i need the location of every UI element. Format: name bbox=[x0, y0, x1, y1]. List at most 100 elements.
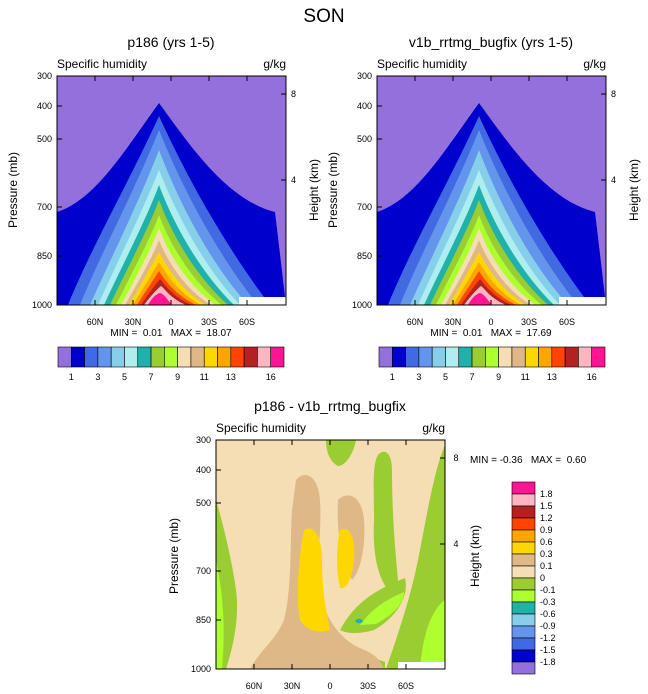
panel-c-missing-region bbox=[398, 662, 445, 669]
panel-a-contours bbox=[57, 76, 286, 305]
colorbar-swatch bbox=[97, 346, 112, 368]
panel-c-neg-patch-top-right bbox=[373, 451, 400, 600]
colorbar-swatch bbox=[84, 346, 99, 368]
colorbar-swatch bbox=[591, 346, 606, 368]
colorbar-swatch bbox=[511, 637, 536, 651]
panel-b-xtick-60n: 60N bbox=[407, 317, 424, 327]
colorbar-label: 3 bbox=[416, 372, 421, 382]
panel-a-ylabel: Pressure (mb) bbox=[6, 152, 20, 228]
colorbar-swatch bbox=[578, 346, 593, 368]
panel-c-ytick-300: 300 bbox=[196, 435, 211, 445]
colorbar-label: 1.8 bbox=[540, 489, 553, 499]
colorbar-label: 1 bbox=[69, 372, 74, 382]
panel-a-ytick-850: 850 bbox=[37, 251, 52, 261]
colorbar-swatch bbox=[270, 346, 285, 368]
colorbar-swatch bbox=[511, 625, 536, 639]
panel-a-variable-label: Specific humidity bbox=[57, 57, 147, 71]
colorbar-swatch bbox=[511, 661, 536, 675]
panel-a-xtick-30n: 30N bbox=[125, 317, 142, 327]
panel-c-ytick-850: 850 bbox=[196, 615, 211, 625]
colorbar-swatch bbox=[57, 346, 72, 368]
panel-c-neg-patch-top bbox=[326, 440, 356, 466]
panel-c-neg-band-right bbox=[386, 445, 445, 669]
colorbar-swatch bbox=[137, 346, 152, 368]
panel-a-colorbar: 1 3 5 7 9 11 13 16 bbox=[57, 346, 285, 382]
colorbar-label: 13 bbox=[226, 372, 236, 382]
panel-b-xtick-60s: 60S bbox=[559, 317, 575, 327]
colorbar-swatch bbox=[217, 346, 232, 368]
panel-c-height-tick-4: 4 bbox=[453, 539, 458, 549]
panel-a-xtick-0: 0 bbox=[168, 317, 173, 327]
panel-c-xtick-0: 0 bbox=[327, 681, 332, 691]
panel-b-ylabel: Pressure (mb) bbox=[326, 152, 340, 228]
panel-a-ytick-500: 500 bbox=[37, 134, 52, 144]
colorbar-swatch bbox=[511, 649, 536, 663]
colorbar-swatch bbox=[418, 346, 433, 368]
colorbar-label: 16 bbox=[587, 372, 597, 382]
colorbar-swatch bbox=[511, 346, 526, 368]
colorbar-swatch bbox=[511, 553, 536, 567]
panel-c-colorbar: 1.8 1.5 1.2 0.9 0.6 0.3 0.1 0 -0.1 -0.3 -0.6 -0.9 -1… bbox=[511, 481, 556, 675]
colorbar-label: 9 bbox=[496, 372, 501, 382]
colorbar-swatch bbox=[511, 589, 536, 603]
colorbar-label: -1.5 bbox=[540, 645, 556, 655]
panel-c-ytick-700: 700 bbox=[196, 566, 211, 576]
panel-b-contours bbox=[377, 76, 606, 305]
panel-c: p186 - v1b_rrtmg_bugfix Specific humidit… bbox=[167, 398, 587, 691]
colorbar-label: 0 bbox=[540, 573, 545, 583]
panel-c-neg-spot-blue bbox=[355, 618, 363, 624]
panel-c-stats: MIN = -0.36 MAX = 0.60 bbox=[470, 455, 587, 466]
panel-b-xtick-30s: 30S bbox=[521, 317, 537, 327]
panel-b: v1b_rrtmg_bugfix (yrs 1-5) Specific humi… bbox=[326, 34, 641, 382]
colorbar-label: 0.3 bbox=[540, 549, 553, 559]
panel-a-ylabel-right: Height (km) bbox=[307, 159, 321, 221]
colorbar-swatch bbox=[243, 346, 258, 368]
panel-a: p186 (yrs 1-5) Specific humidity g/kg bbox=[6, 34, 321, 382]
panel-b-height-tick-8: 8 bbox=[611, 89, 616, 99]
panel-a-xtick-60s: 60S bbox=[239, 317, 255, 327]
panel-c-ylabel: Pressure (mb) bbox=[167, 518, 181, 594]
colorbar-label: 1.5 bbox=[540, 501, 553, 511]
colorbar-swatch bbox=[458, 346, 473, 368]
panel-a-ytick-1000: 1000 bbox=[32, 300, 52, 310]
colorbar-swatch bbox=[511, 601, 536, 615]
colorbar-swatch bbox=[70, 346, 85, 368]
panel-c-neg-tongue-850-inner bbox=[360, 592, 404, 625]
panel-b-ylabel-right: Height (km) bbox=[627, 159, 641, 221]
panel-a-units-label: g/kg bbox=[263, 57, 286, 71]
panel-a-xtick-60n: 60N bbox=[87, 317, 104, 327]
colorbar-swatch bbox=[524, 346, 539, 368]
colorbar-label: 1.2 bbox=[540, 513, 553, 523]
colorbar-label: -1.8 bbox=[540, 657, 556, 667]
panel-a-missing-region bbox=[239, 297, 286, 305]
colorbar-label: 16 bbox=[266, 372, 276, 382]
colorbar-swatch bbox=[378, 346, 393, 368]
colorbar-swatch bbox=[511, 613, 536, 627]
colorbar-swatch bbox=[471, 346, 486, 368]
colorbar-swatch bbox=[511, 577, 536, 591]
panel-a-ticks bbox=[57, 76, 286, 305]
colorbar-label: 5 bbox=[122, 372, 127, 382]
colorbar-label: 0.1 bbox=[540, 561, 553, 571]
colorbar-swatch bbox=[391, 346, 406, 368]
colorbar-swatch bbox=[511, 481, 536, 495]
panel-b-ytick-1000: 1000 bbox=[352, 300, 372, 310]
panel-b-level-16 bbox=[468, 293, 492, 305]
panel-a-level-16 bbox=[148, 293, 172, 305]
figure-title: SON bbox=[303, 6, 344, 27]
colorbar-swatch bbox=[177, 346, 192, 368]
panel-b-ytick-500: 500 bbox=[357, 134, 372, 144]
colorbar-swatch bbox=[445, 346, 460, 368]
colorbar-swatch bbox=[164, 346, 178, 368]
panel-c-variable-label: Specific humidity bbox=[216, 421, 306, 435]
colorbar-label: 7 bbox=[149, 372, 154, 382]
colorbar-swatch bbox=[511, 529, 536, 543]
panel-c-neg-band-right-inner bbox=[420, 600, 445, 669]
panel-c-ytick-500: 500 bbox=[196, 498, 211, 508]
colorbar-swatch bbox=[485, 346, 499, 368]
panel-b-stats: MIN = 0.01 MAX = 17.69 bbox=[430, 328, 552, 339]
panel-b-ytick-300: 300 bbox=[357, 71, 372, 81]
panel-b-ytick-700: 700 bbox=[357, 202, 372, 212]
colorbar-swatch bbox=[110, 346, 125, 368]
